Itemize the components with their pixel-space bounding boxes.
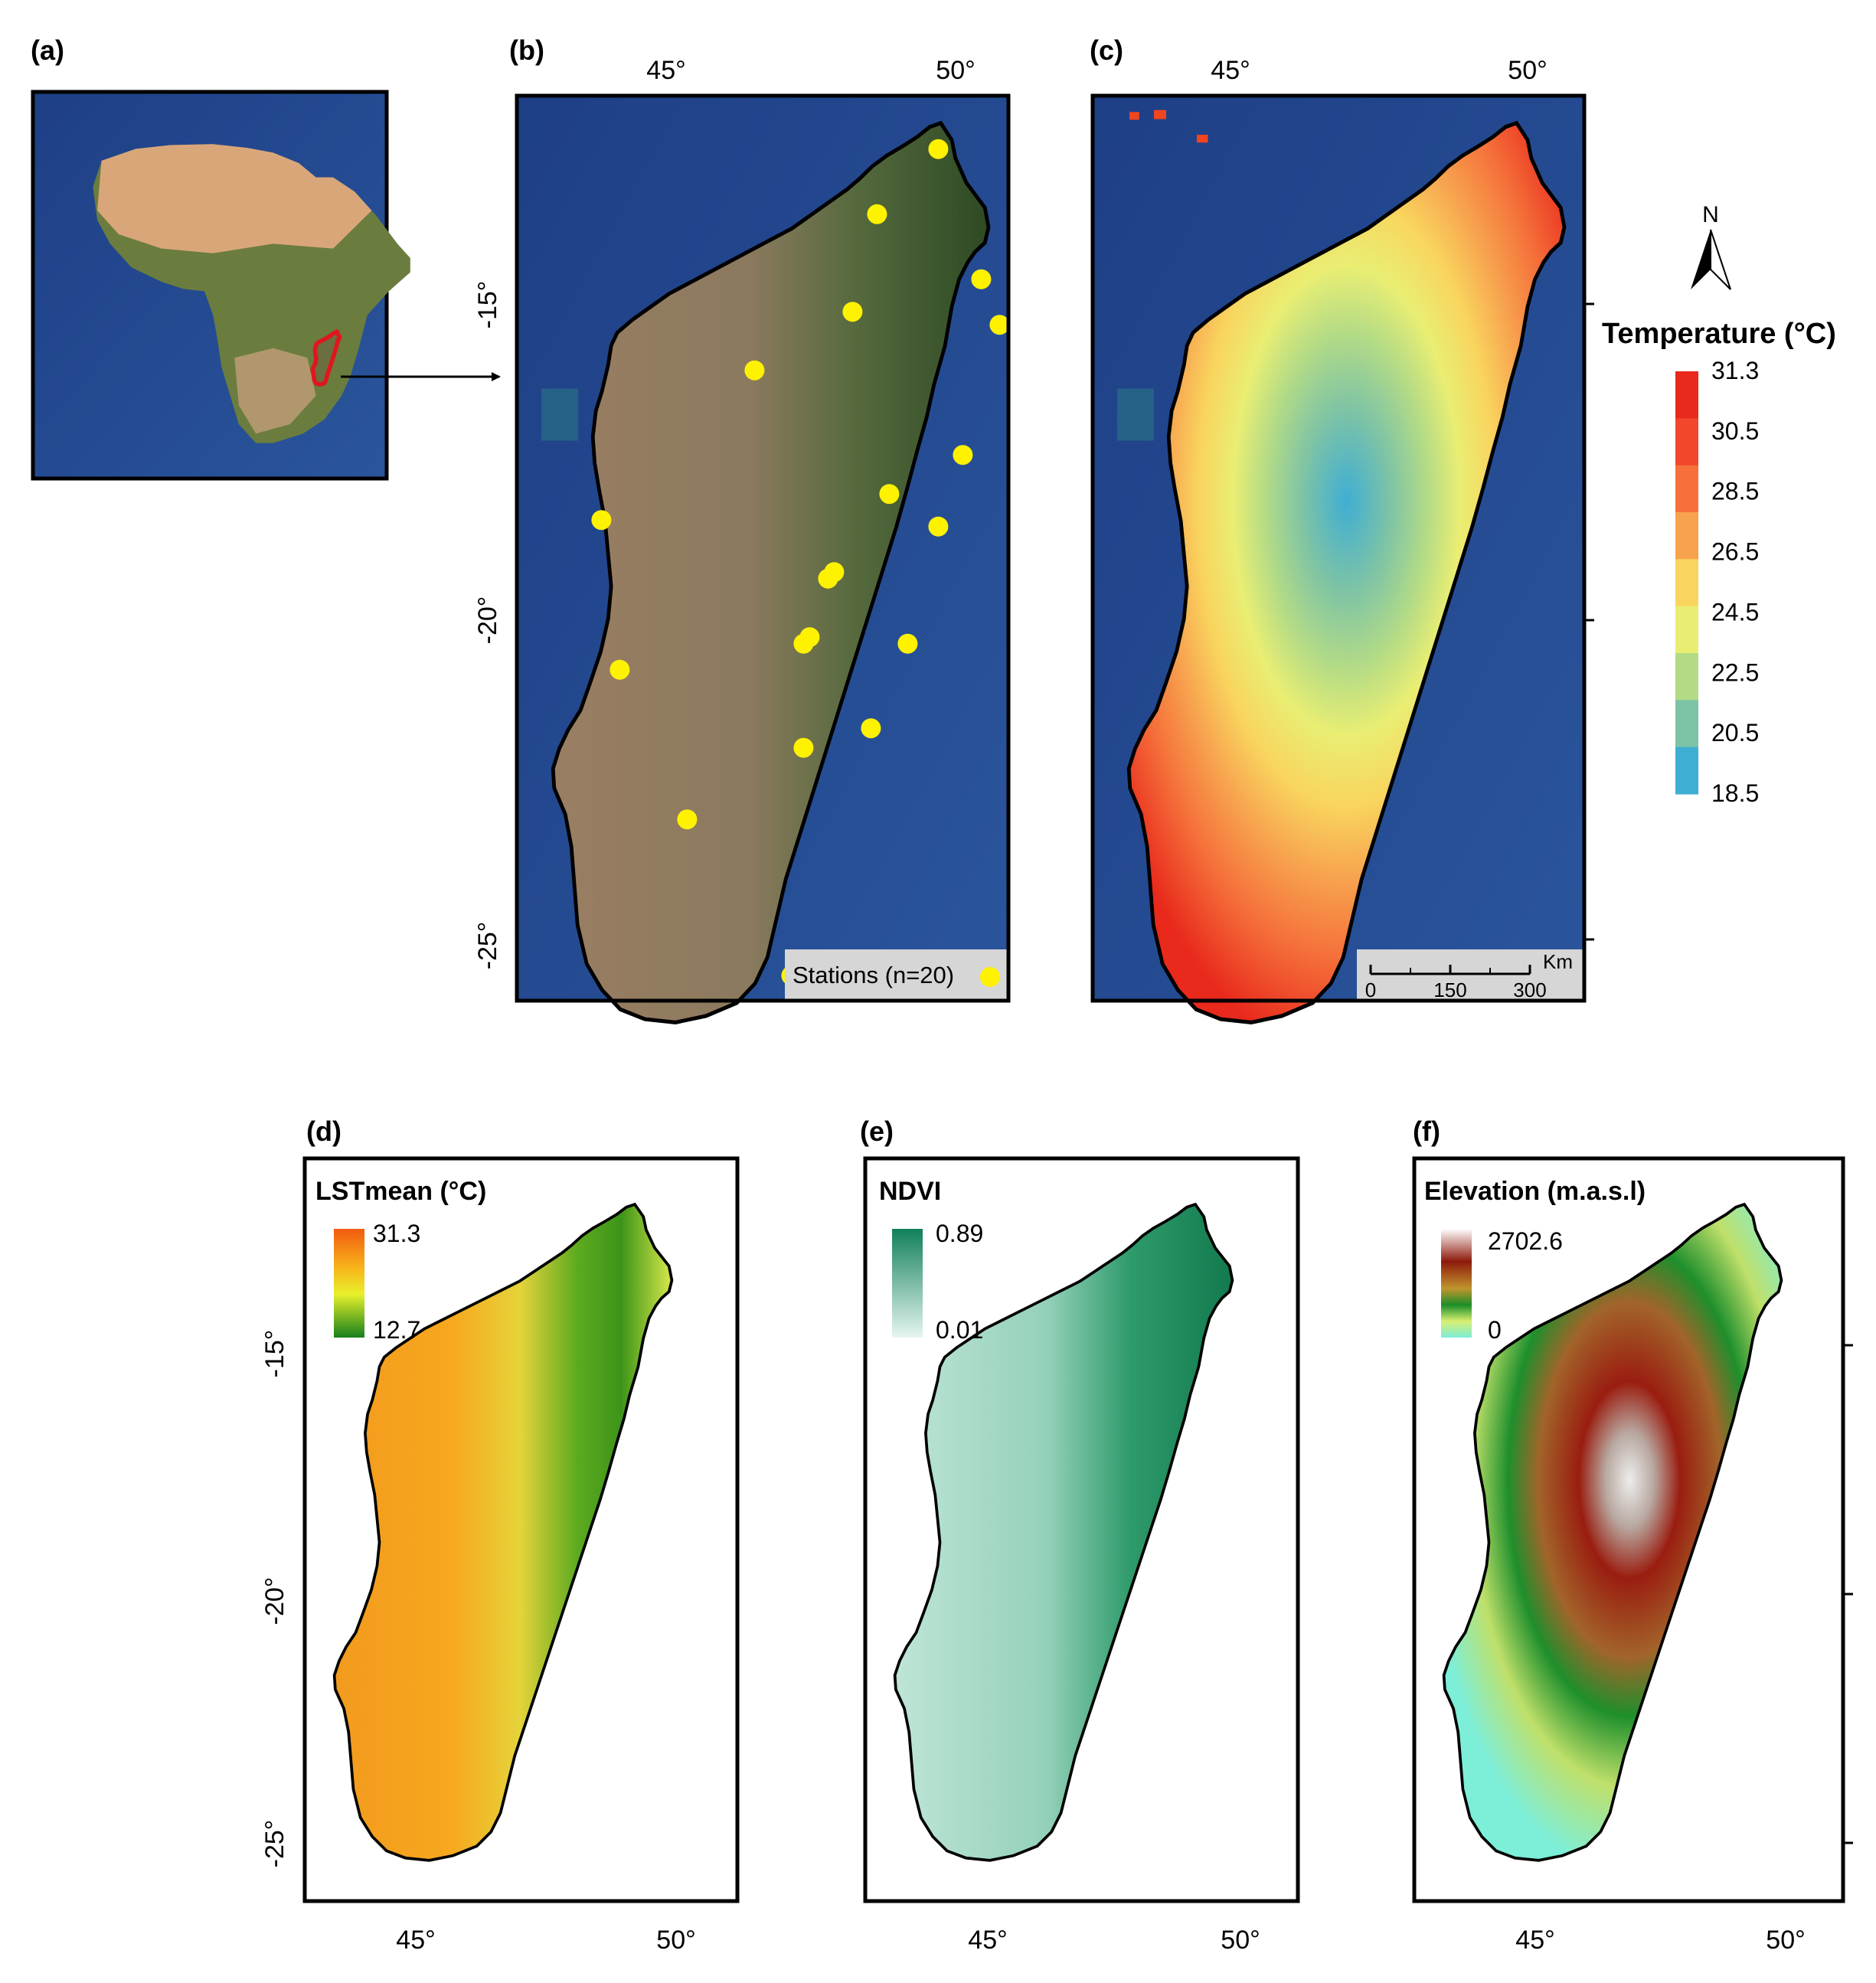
panel-e-map: NDVI 0.89 0.01 bbox=[863, 1156, 1300, 1903]
station-marker-12 bbox=[818, 568, 838, 589]
north-arrow-icon bbox=[1691, 230, 1711, 289]
temperature-legend-swatch-9 bbox=[1675, 746, 1698, 795]
station-marker-6 bbox=[744, 360, 765, 381]
scalebar-unit: Km bbox=[1543, 950, 1573, 973]
station-marker-15 bbox=[897, 633, 918, 654]
scalebar-tick-0: 0 bbox=[1365, 978, 1376, 1001]
temperature-legend-swatch-3 bbox=[1675, 465, 1698, 513]
scalebar-tick-300: 300 bbox=[1513, 978, 1546, 1001]
panel-b-map: Stations (n=20) bbox=[515, 93, 1011, 1022]
station-marker-8 bbox=[879, 484, 900, 505]
lst-colorbar bbox=[334, 1229, 364, 1338]
temperature-legend-tick-2: 30.5 bbox=[1711, 417, 1759, 445]
elevation-title: Elevation (m.a.s.l) bbox=[1424, 1177, 1646, 1206]
ndvi-min: 0.01 bbox=[936, 1316, 983, 1344]
temperature-legend-swatch-7 bbox=[1675, 653, 1698, 701]
panel-b-frame bbox=[515, 93, 1011, 1003]
lst-min: 12.7 bbox=[373, 1316, 420, 1344]
station-marker-17 bbox=[861, 718, 881, 739]
elevation-min: 0 bbox=[1488, 1316, 1502, 1344]
stations-layer bbox=[591, 139, 1010, 986]
temperature-legend-tick-5: 24.5 bbox=[1711, 598, 1759, 626]
temperature-legend-tick-1: 31.3 bbox=[1711, 357, 1759, 384]
station-marker-4 bbox=[842, 302, 863, 322]
temperature-legend-tick-4: 26.5 bbox=[1711, 538, 1759, 566]
panel-b-lon-tick-50: 50° bbox=[936, 56, 975, 85]
lst-max: 31.3 bbox=[373, 1220, 420, 1247]
stations-legend-box bbox=[785, 949, 1008, 1001]
temperature-legend-tick-7: 20.5 bbox=[1711, 719, 1759, 746]
panel-d-lon-tick-50: 50° bbox=[656, 1926, 695, 1955]
panel-f-lon-tick-45: 45° bbox=[1515, 1926, 1554, 1955]
temperature-legend: 31.3 30.5 28.5 26.5 24.5 22.5 20.5 18.5 bbox=[1675, 357, 1759, 807]
elevation-colorbar bbox=[1441, 1229, 1472, 1338]
temperature-legend-tick-3: 28.5 bbox=[1711, 478, 1759, 505]
north-arrow: N bbox=[1691, 202, 1731, 290]
panel-b-label: (b) bbox=[509, 34, 544, 66]
panel-d-lat-tick-20: -20° bbox=[260, 1577, 289, 1625]
station-marker-1 bbox=[928, 139, 949, 159]
panel-c-lon-tick-50: 50° bbox=[1508, 56, 1547, 85]
station-marker-14 bbox=[793, 633, 814, 654]
panel-c-frame bbox=[1090, 93, 1587, 1003]
station-marker-9 bbox=[591, 510, 612, 531]
lst-title: LSTmean (°C) bbox=[315, 1177, 486, 1206]
station-marker-18 bbox=[793, 737, 814, 758]
panel-c-map: Km 0 150 300 bbox=[1090, 93, 1594, 1022]
panel-b-lat-tick-25: -25° bbox=[473, 922, 502, 970]
scalebar bbox=[1369, 965, 1531, 975]
panel-e-lon-tick-45: 45° bbox=[968, 1926, 1007, 1955]
panel-e-label: (e) bbox=[860, 1116, 894, 1147]
panel-b-lat-tick-20: -20° bbox=[473, 596, 502, 645]
station-marker-16 bbox=[610, 659, 630, 680]
panel-e-lon-tick-50: 50° bbox=[1221, 1926, 1260, 1955]
station-marker-10 bbox=[928, 516, 949, 537]
stations-legend-marker bbox=[980, 967, 1000, 987]
temperature-legend-tick-8: 18.5 bbox=[1711, 779, 1759, 807]
panel-d-label: (d) bbox=[306, 1116, 342, 1147]
scalebar-tick-150: 150 bbox=[1433, 978, 1466, 1001]
panel-b-lat-tick-15: -15° bbox=[473, 281, 502, 329]
panel-d-lat-tick-15: -15° bbox=[260, 1330, 289, 1378]
panel-f-lon-tick-50: 50° bbox=[1766, 1926, 1805, 1955]
station-marker-2 bbox=[867, 204, 887, 224]
temperature-legend-title: Temperature (°C) bbox=[1602, 318, 1836, 350]
temperature-legend-swatch-1 bbox=[1675, 371, 1698, 419]
ndvi-max: 0.89 bbox=[936, 1220, 983, 1247]
elevation-max: 2702.6 bbox=[1488, 1227, 1563, 1255]
ndvi-colorbar bbox=[892, 1229, 923, 1338]
panel-c-label: (c) bbox=[1090, 34, 1123, 66]
panel-a-africa-map bbox=[31, 90, 410, 481]
temperature-legend-swatch-2 bbox=[1675, 418, 1698, 466]
panel-d-map: LSTmean (°C) 31.3 12.7 bbox=[302, 1156, 740, 1903]
station-marker-7 bbox=[953, 445, 973, 466]
temperature-legend-tick-6: 22.5 bbox=[1711, 658, 1759, 686]
station-marker-3 bbox=[971, 269, 992, 289]
temperature-legend-swatch-6 bbox=[1675, 606, 1698, 654]
north-label: N bbox=[1702, 202, 1719, 227]
panel-a-label: (a) bbox=[31, 34, 64, 66]
panel-b-lon-tick-45: 45° bbox=[646, 56, 685, 85]
panel-c-lon-tick-45: 45° bbox=[1211, 56, 1250, 85]
ndvi-title: NDVI bbox=[879, 1177, 941, 1206]
station-marker-5 bbox=[989, 315, 1010, 335]
temperature-legend-swatch-8 bbox=[1675, 700, 1698, 748]
stations-legend-label: Stations (n=20) bbox=[793, 962, 954, 988]
station-marker-19 bbox=[677, 809, 698, 830]
panel-f-label: (f) bbox=[1413, 1116, 1440, 1147]
panel-f-map: Elevation (m.a.s.l) 2702.6 0 bbox=[1412, 1156, 1853, 1903]
panel-d-lat-tick-25: -25° bbox=[260, 1820, 289, 1868]
temperature-legend-swatch-4 bbox=[1675, 512, 1698, 560]
temperature-legend-swatch-5 bbox=[1675, 559, 1698, 607]
panel-d-lon-tick-45: 45° bbox=[396, 1926, 435, 1955]
